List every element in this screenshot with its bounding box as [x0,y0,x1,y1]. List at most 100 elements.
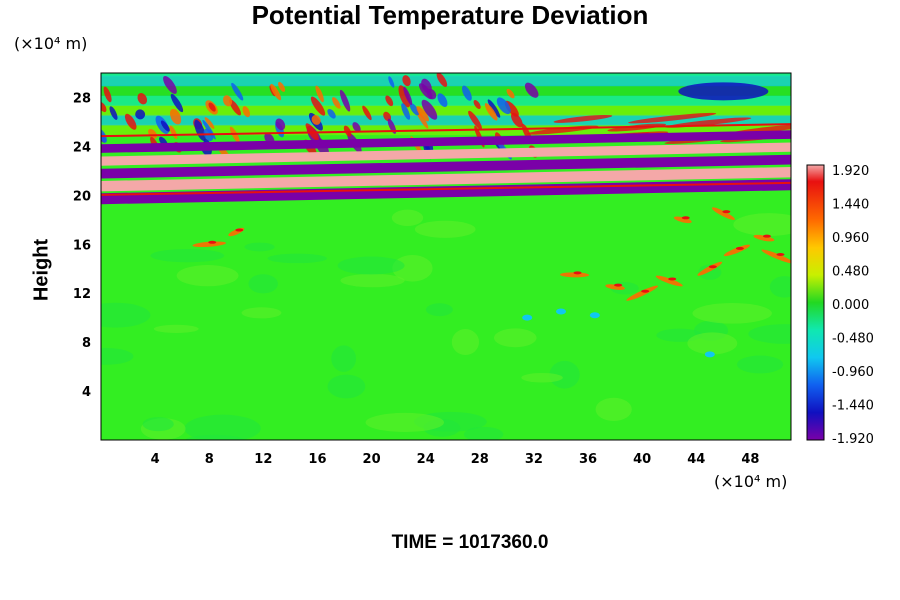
warm-core [573,271,582,275]
field-patch [733,213,791,237]
strong-band [101,166,791,192]
warm-filament [655,275,683,287]
field-patch [463,426,504,440]
plot-frame [100,72,792,441]
wave-band [101,73,791,77]
y-tick-label: 12 [73,287,91,302]
colorbar-tick-label: 1.920 [832,164,869,179]
colorbar-tick-label: -1.920 [832,432,874,447]
wave-blob [402,75,411,87]
field-patch [365,412,444,433]
plot-area [101,73,791,440]
field-patch [521,372,563,383]
strong-band [101,130,791,153]
wave-streak [628,112,717,124]
colorbar-tick-label: -0.960 [832,365,874,380]
field-patch [748,324,791,344]
field-patch [150,248,225,263]
x-tick-label: 8 [205,452,214,467]
field-patch [414,220,476,238]
wave-blob [275,118,286,131]
field-patch [248,274,278,294]
wave-blob [473,100,481,109]
wave-blob [362,105,372,121]
wave-blob [332,97,341,109]
warm-core [722,210,731,214]
wave-blob [101,102,107,113]
warm-core [235,228,244,232]
field-patch [327,374,366,399]
warm-filament [626,285,659,301]
wave-band [101,104,791,116]
x-tick-label: 16 [308,452,326,467]
warm-core [762,234,771,238]
field-patch [142,417,174,432]
colorbar-tick-label: 1.440 [832,198,869,213]
x-axis-unit: (×10⁴ m) [714,472,788,491]
time-label: TIME = 1017360.0 [391,532,549,553]
warm-filament [673,216,692,224]
x-tick-label: 48 [741,452,759,467]
wave-blob [231,82,244,101]
field-patch [493,328,537,348]
wave-blob [426,88,437,100]
colorbar-scale [806,164,825,441]
x-tick-label: 40 [633,452,651,467]
field-patch [337,256,405,275]
x-tick-label: 36 [579,452,597,467]
strong-band [101,142,791,166]
band-edge [101,123,791,138]
colorbar-tick-label: -1.440 [832,399,874,414]
field-patch [692,302,772,324]
warm-core [614,283,623,287]
field-patch [184,414,261,440]
wave-blob [208,102,216,112]
wave-blob [103,86,112,103]
wave-blob [327,108,336,119]
field-patch [176,265,239,287]
wave-blob [416,106,430,122]
x-tick-label: 28 [471,452,489,467]
field-patch [340,273,405,288]
warm-filament [697,261,723,276]
cold-anomaly [678,82,769,101]
warm-filament [723,244,751,257]
cool-spot [556,308,566,315]
wave-blob [310,96,326,116]
wave-blob [278,81,286,92]
field-patch [331,345,357,372]
wave-blob [270,83,282,101]
wave-blob [421,99,438,120]
strong-band [101,154,791,179]
y-tick-label: 4 [82,385,91,400]
wave-blob [436,73,448,87]
wave-blob [160,120,170,132]
warm-core [668,277,677,281]
wave-blob [137,93,148,105]
colorbar-tick-label: 0.960 [832,231,869,246]
wave-blob [163,75,177,94]
wave-blob [401,103,411,120]
wave-band [101,114,791,126]
field-patch [101,347,134,365]
wave-blob [170,93,184,113]
field-patch [153,324,199,333]
x-tick-label: 44 [687,452,705,467]
field-patch [769,276,791,298]
warm-filament [559,272,590,278]
warm-core [681,216,690,220]
wave-blob [484,103,498,121]
wave-blob [437,93,448,108]
wave-blob [242,106,251,118]
wave-blob [204,117,215,129]
field-patch [698,264,722,280]
y-tick-label: 20 [73,189,91,204]
field-patch [244,242,275,252]
field-patch [595,397,632,422]
wave-blob [415,109,429,129]
field-patch [267,253,327,264]
warm-core [735,246,744,250]
wave-blob [311,115,321,125]
wave-blob [524,82,539,98]
x-tick-label: 4 [151,452,160,467]
